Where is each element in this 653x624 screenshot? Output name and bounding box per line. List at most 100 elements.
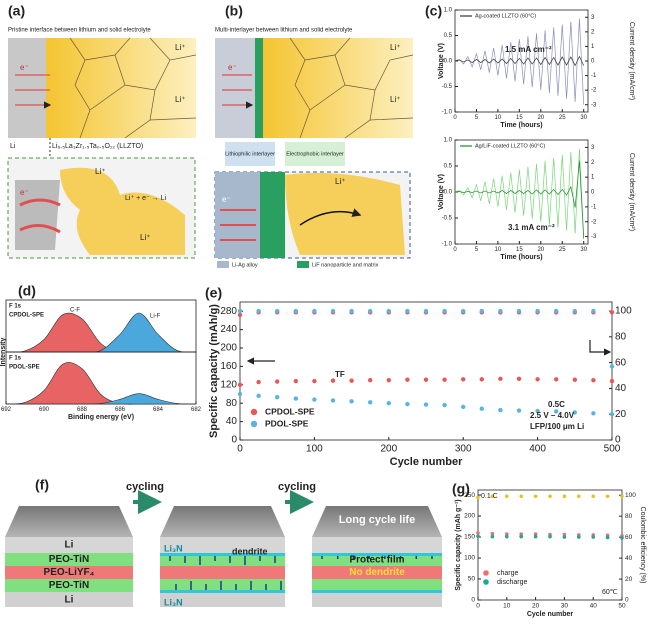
li3n-layer xyxy=(312,590,442,593)
y-tick-label: 1.0 xyxy=(444,8,453,14)
x-tick-label: 300 xyxy=(455,444,472,455)
li-anode xyxy=(15,180,60,250)
electrolyte-label: Li₆.₅La₃Zr₁.₅Ta₀.₅O₁₂ (LLZTO) xyxy=(52,143,143,150)
slab-layer xyxy=(5,537,133,553)
x-tick-label: 500 xyxy=(604,444,621,455)
data-point xyxy=(572,377,577,382)
x-tick-label: 10 xyxy=(495,115,502,121)
cycling-label: cycling xyxy=(278,481,316,493)
data-point xyxy=(461,377,466,382)
data-point xyxy=(572,308,577,314)
y2-tick-label: 40 xyxy=(615,383,627,394)
data-point xyxy=(519,532,523,536)
lif-inset xyxy=(260,172,285,258)
data-point xyxy=(498,407,503,413)
x-tick-label: 100 xyxy=(306,444,323,455)
data-point xyxy=(535,377,540,382)
data-point xyxy=(349,378,354,383)
x-axis-label: Cycle number xyxy=(527,611,574,618)
y2-tick-label: 1 xyxy=(591,44,595,50)
panel-label: (e) xyxy=(205,285,222,301)
data-point xyxy=(405,401,410,407)
li3n-layer xyxy=(312,553,442,556)
grain-boundaries xyxy=(69,37,197,139)
x-tick-label: 20 xyxy=(537,247,544,253)
panel-b xyxy=(214,37,414,268)
panel-title: Multi-interlayer between lithium and sol… xyxy=(215,28,353,34)
annotation: PDOL-SPE xyxy=(9,365,40,371)
y2-axis-label: Coulombic efficiency (%) xyxy=(639,507,646,584)
y2-tick-label: -2 xyxy=(591,88,597,94)
data-point xyxy=(620,494,624,499)
y2-axis-label: Current density (mA/cm²) xyxy=(628,153,635,231)
series-line xyxy=(454,18,585,105)
legend-swatch xyxy=(483,579,489,585)
legend-label: discharge xyxy=(497,579,527,586)
panel-title: Pristine interface between lithium and s… xyxy=(8,28,151,34)
y2-tick-label: 2 xyxy=(591,160,595,166)
data-point xyxy=(498,376,503,382)
data-point xyxy=(476,531,480,535)
data-point xyxy=(591,411,596,416)
li-path xyxy=(299,208,362,226)
x-tick-label: 400 xyxy=(529,444,546,455)
annotation: 0.5C xyxy=(548,400,565,409)
slab-layer xyxy=(160,592,285,607)
y2-tick-label: 0 xyxy=(625,597,629,604)
y-axis-label: Intensity xyxy=(0,338,7,367)
x-tick-label: 20 xyxy=(537,115,544,121)
y2-tick-label: 60 xyxy=(615,357,627,368)
data-point xyxy=(442,377,447,382)
grain-boundaries xyxy=(289,37,414,139)
y-tick-label: 200 xyxy=(464,513,475,520)
data-point xyxy=(275,308,280,314)
slab-layer xyxy=(160,553,285,566)
lif-layer xyxy=(255,38,263,138)
legend-label: CPDOL-SPE xyxy=(265,406,315,416)
data-point xyxy=(368,378,373,383)
data-point xyxy=(312,378,317,384)
electron-label: e⁻ xyxy=(222,195,231,204)
annotation: Li-F xyxy=(150,314,161,320)
y2-tick-label: 20 xyxy=(615,409,627,420)
data-point xyxy=(349,308,354,314)
y-tick-label: -1.0 xyxy=(442,110,453,116)
slab-layer xyxy=(5,566,133,579)
data-point xyxy=(293,378,298,384)
data-point xyxy=(461,308,466,314)
data-point xyxy=(591,494,595,499)
legend-label: Li-Ag alloy xyxy=(232,262,258,268)
panel-label: (f) xyxy=(35,477,49,493)
y-tick-label: 200 xyxy=(220,343,237,354)
electron-block xyxy=(220,209,256,241)
electron-label: e⁻ xyxy=(228,63,237,72)
data-point xyxy=(423,377,429,382)
electron-arrows xyxy=(222,74,252,105)
data-point xyxy=(605,535,610,540)
data-point xyxy=(312,308,317,314)
data-point xyxy=(442,308,447,314)
x-tick-label: 30 xyxy=(580,115,587,121)
y-tick-label: 0 xyxy=(231,435,237,446)
y2-tick-label: 40 xyxy=(625,555,633,562)
li3n-layer xyxy=(160,553,285,556)
data-point xyxy=(330,398,336,403)
annotation: TF xyxy=(335,370,345,379)
series-line xyxy=(454,160,585,239)
protect-film-label: Protect film xyxy=(349,555,404,566)
annotation: 3.1 mA cm⁻² xyxy=(508,223,555,232)
data-point xyxy=(330,378,336,383)
no-dendrite-label: No dendrite xyxy=(349,567,405,578)
data-point xyxy=(405,308,410,314)
data-point xyxy=(386,378,391,383)
legend-swatch xyxy=(483,570,489,576)
slab-layer xyxy=(312,537,442,553)
grain-blob xyxy=(60,167,185,255)
y-axis-label: Specific capacity (mAh g⁻¹) xyxy=(455,499,462,590)
layer-label: PEO-TiN xyxy=(49,580,89,591)
data-point xyxy=(256,308,261,314)
data-point xyxy=(490,494,495,499)
y2-tick-label: 1 xyxy=(591,175,595,181)
y-axis-label: Voltage (V) xyxy=(438,174,445,210)
annotation: LFP/100 μm Li xyxy=(530,422,584,431)
